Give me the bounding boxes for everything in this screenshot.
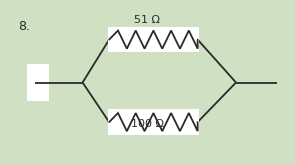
Bar (108, 27, 199, 52)
Text: 100 Ω: 100 Ω (131, 119, 164, 129)
Text: 8.: 8. (18, 20, 30, 33)
Bar (108, 109, 199, 135)
Text: 51 Ω: 51 Ω (135, 15, 160, 25)
Bar (27, 64, 49, 101)
